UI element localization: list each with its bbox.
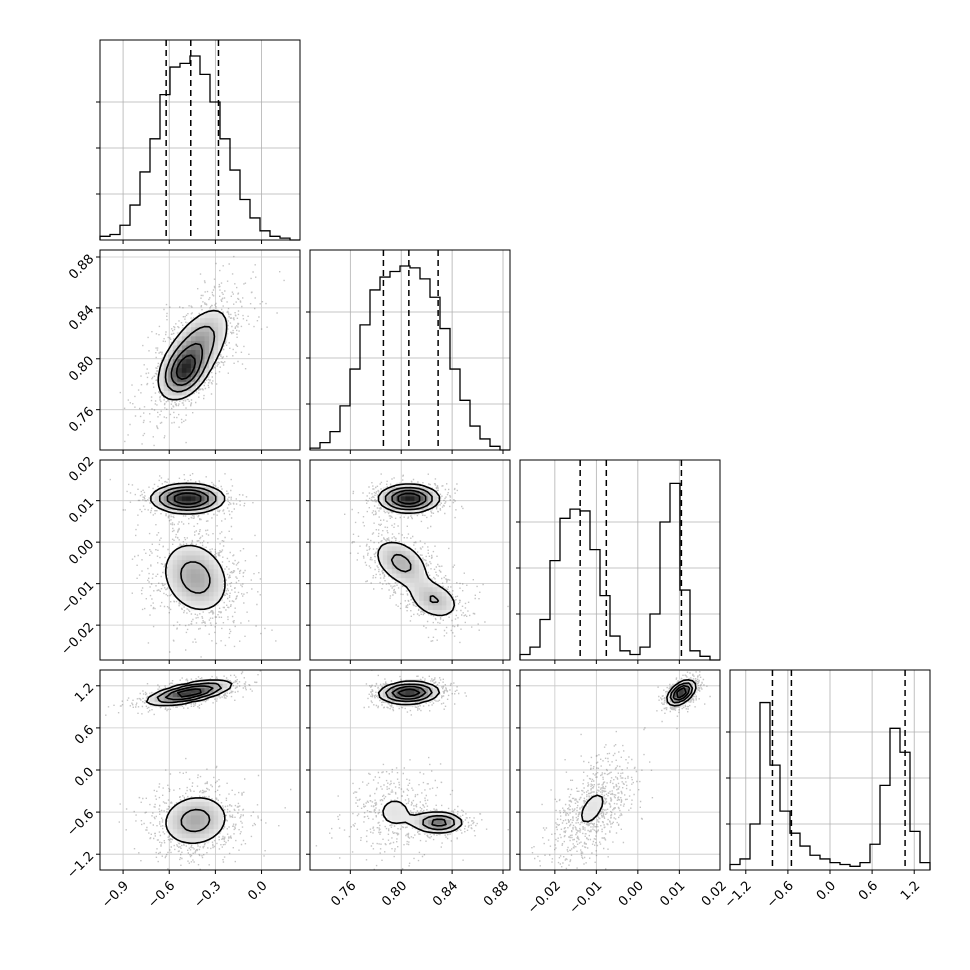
- contour-0-3-0: [145, 679, 233, 845]
- density-cells-2-3: [583, 679, 698, 821]
- contour-1-3-1: [385, 683, 455, 831]
- histogram-panel-0: [96, 39, 301, 241]
- y-tick-label-3-1: −0.6: [64, 807, 97, 840]
- contour-0-3-1: [156, 682, 222, 833]
- ticks-0-1: [96, 256, 263, 454]
- contour-0-2-1: [158, 486, 217, 594]
- ticks-2-3: [516, 685, 680, 874]
- ticks-2-2: [554, 660, 680, 664]
- contour-1-2-0: [377, 483, 456, 617]
- histogram-step-3: [729, 701, 931, 870]
- y-tick-label-2-4: 0.02: [66, 454, 97, 485]
- y-tick-label-1-2: 0.84: [66, 303, 97, 334]
- ticks-0-0: [122, 240, 263, 244]
- x-tick-label-2-3: 0.01: [657, 878, 688, 909]
- contour-0-2-3: [173, 492, 202, 505]
- y-tick-label-2-1: −0.01: [59, 578, 98, 617]
- ticks-0-3: [96, 685, 263, 874]
- contour-0-2-0: [150, 482, 226, 611]
- y-tick-label-3-3: 0.6: [72, 723, 97, 748]
- x-tick-label-1-0: 0.76: [328, 878, 359, 909]
- panel-frame-2-2: [519, 459, 721, 661]
- panel-frame-0-2: [99, 459, 301, 661]
- histogram-panel-2: [516, 459, 721, 661]
- x-tick-label-2-0: −0.02: [525, 878, 564, 917]
- x-tick-label-0-3: 0.0: [245, 878, 270, 903]
- x-tick-label-3-4: 1.2: [898, 878, 923, 903]
- y-tick-label-2-0: −0.02: [59, 620, 98, 659]
- y-tick-label-3-0: −1.2: [64, 849, 97, 882]
- contour-0-1-1: [164, 325, 216, 393]
- contour-0-1-2: [170, 342, 203, 386]
- histogram-panel-3: [726, 669, 931, 871]
- joint-panel-2-3: [519, 669, 721, 871]
- panel-frame-0-0: [99, 39, 301, 241]
- x-tick-label-2-1: −0.01: [567, 878, 606, 917]
- histogram-step-2: [519, 482, 720, 661]
- x-tick-label-3-3: 0.6: [856, 878, 881, 903]
- panel-frame-1-2: [309, 459, 511, 661]
- ticks-1-3: [306, 685, 504, 874]
- x-tick-label-0-2: −0.3: [191, 878, 224, 911]
- y-tick-label-1-1: 0.80: [66, 353, 97, 384]
- x-tick-label-0-1: −0.6: [145, 878, 178, 911]
- y-tick-label-1-0: 0.76: [66, 404, 97, 435]
- joint-panel-0-2: [99, 459, 301, 661]
- y-tick-label-1-3: 0.88: [66, 252, 97, 283]
- y-tick-label-3-4: 1.2: [72, 680, 97, 705]
- contour-0-3-2: [164, 685, 214, 701]
- density-cells-0-1: [159, 309, 228, 401]
- ticks-0-2: [96, 500, 263, 664]
- joint-panel-1-3: [309, 669, 511, 871]
- contour-1-2-1: [384, 486, 440, 604]
- y-tick-label-3-2: 0.0: [72, 765, 97, 790]
- x-tick-label-3-0: −1.2: [722, 878, 755, 911]
- contour-2-3-0: [581, 679, 697, 823]
- y-tick-label-2-2: 0.00: [66, 537, 97, 568]
- contour-2-3-2: [672, 684, 691, 701]
- x-tick-label-1-2: 0.84: [430, 878, 461, 909]
- contour-1-2-2: [391, 489, 427, 508]
- joint-panel-1-2: [309, 459, 511, 661]
- joint-panel-0-1: [99, 249, 301, 451]
- contour-0-1-0: [157, 309, 228, 401]
- x-tick-label-1-1: 0.80: [379, 878, 410, 909]
- contour-0-2-2: [166, 489, 209, 508]
- contour-1-2-3: [397, 492, 421, 505]
- x-tick-label-3-2: 0.0: [814, 878, 839, 903]
- contour-0-3-3: [177, 688, 202, 698]
- contour-2-3-1: [669, 682, 694, 704]
- histogram-step-1: [309, 265, 510, 451]
- ticks-3-3: [745, 870, 915, 874]
- x-tick-label-0-0: −0.9: [99, 878, 132, 911]
- contour-1-3-3: [397, 688, 421, 698]
- contour-0-1-3: [175, 354, 196, 380]
- y-tick-label-2-3: 0.01: [66, 495, 97, 526]
- panel-frame-0-1: [99, 249, 301, 451]
- x-tick-label-2-2: 0.00: [616, 878, 647, 909]
- histogram-panel-1: [306, 249, 511, 451]
- x-tick-label-3-1: −0.6: [764, 878, 797, 911]
- joint-panel-0-3: [99, 669, 301, 871]
- contour-2-3-3: [676, 687, 687, 699]
- x-tick-label-1-3: 0.88: [481, 878, 512, 909]
- ticks-1-2: [306, 500, 504, 664]
- ticks-1-1: [349, 450, 504, 454]
- contour-1-3-0: [377, 680, 463, 834]
- panel-frame-1-1: [309, 249, 511, 451]
- histogram-step-0: [99, 55, 300, 241]
- contour-1-3-2: [391, 685, 447, 827]
